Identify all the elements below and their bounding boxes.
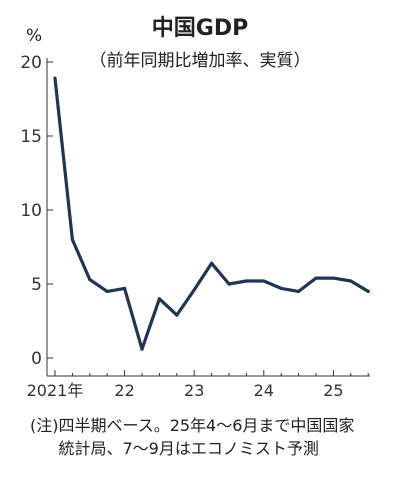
- data-point: [88, 277, 92, 282]
- chart-title: 中国GDP: [151, 16, 249, 41]
- x-tick-label: 2021年: [27, 381, 84, 400]
- data-point: [244, 279, 248, 283]
- data-point: [70, 238, 74, 242]
- series-line: [53, 76, 370, 351]
- data-point: [314, 276, 318, 280]
- x-tick-label: 23: [184, 381, 204, 400]
- data-point: [262, 279, 266, 283]
- data-point: [53, 76, 57, 80]
- footnote-text: 四半期ベース。25年4～6月まで中国国家統計局、7～9月はエコノミスト予測: [58, 416, 355, 458]
- x-tick-label: 24: [254, 381, 274, 400]
- chart-ticks: 0 5 10 15 20 2021年 22 23 24 25: [20, 53, 369, 400]
- x-tick-label: 22: [114, 381, 134, 400]
- x-tick-label: 25: [323, 381, 343, 400]
- data-point: [227, 282, 231, 286]
- y-unit-label: %: [26, 26, 43, 46]
- data-point: [366, 289, 370, 293]
- footnote: (注) 四半期ベース。25年4～6月まで中国国家統計局、7～9月はエコノミスト予…: [30, 414, 359, 460]
- data-point: [105, 289, 109, 293]
- data-point: [140, 347, 144, 351]
- data-point: [331, 276, 335, 280]
- y-tick-label: 15: [20, 127, 42, 147]
- data-point: [349, 279, 353, 283]
- data-point: [297, 289, 301, 293]
- y-tick-label: 5: [31, 275, 42, 295]
- data-point: [175, 313, 179, 317]
- y-tick-label: 0: [31, 349, 42, 369]
- y-tick-label: 20: [20, 53, 42, 73]
- chart-subtitle: （前年同期比増加率、実質）: [89, 51, 311, 71]
- data-point: [123, 286, 127, 291]
- data-point: [210, 261, 214, 265]
- footnote-mark: (注): [30, 416, 59, 435]
- y-tick-label: 10: [20, 201, 42, 221]
- data-point: [279, 286, 283, 291]
- data-point: [192, 288, 196, 292]
- chart-axes: [46, 58, 370, 377]
- data-point: [157, 297, 161, 301]
- line-chart: 0 5 10 15 20 2021年 22 23 24 25: [20, 53, 370, 400]
- chart-series: [53, 76, 370, 351]
